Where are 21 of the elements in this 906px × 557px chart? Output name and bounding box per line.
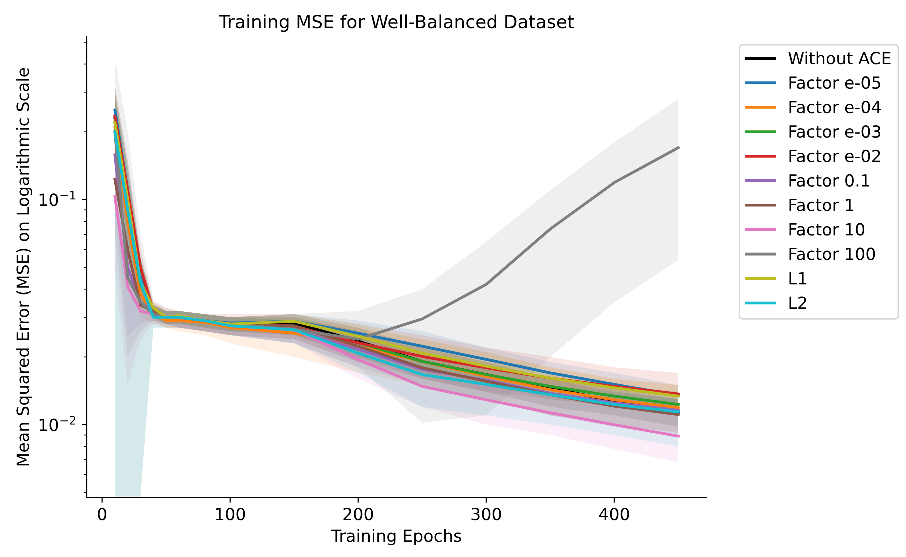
legend-label: Factor 100 (790, 248, 876, 260)
x-tick-label: 0 (98, 508, 107, 521)
legend-label: L1 (790, 272, 806, 285)
chart-title: Training MSE for Well-Balanced Dataset (219, 14, 574, 32)
x-tick-label: 400 (599, 508, 630, 521)
legend-label: L2 (790, 296, 806, 310)
x-tick-label: 200 (344, 508, 374, 521)
legend-label: Factor e-02 (790, 150, 880, 163)
x-tick-label: 100 (216, 508, 246, 521)
legend-label: Factor e-03 (790, 125, 881, 138)
legend-label: Without ACE (788, 52, 891, 65)
y-tick-label: 10$^{−2}$ (40, 416, 76, 432)
y-tick-label: 10$^{−1}$ (40, 191, 76, 206)
legend-label: Factor 10 (790, 223, 865, 236)
x-tick-label: 300 (472, 508, 502, 521)
legend-label: Factor e-05 (790, 76, 880, 90)
legend-label: Factor 0.1 (790, 174, 870, 187)
legend-label: Factor 1 (790, 199, 854, 212)
x-axis-title: Training Epochs (331, 529, 462, 546)
legend-label: Factor e-04 (790, 100, 881, 114)
y-axis-title: Mean Squared Error (MSE) on Logarithmic Scale (16, 68, 33, 466)
